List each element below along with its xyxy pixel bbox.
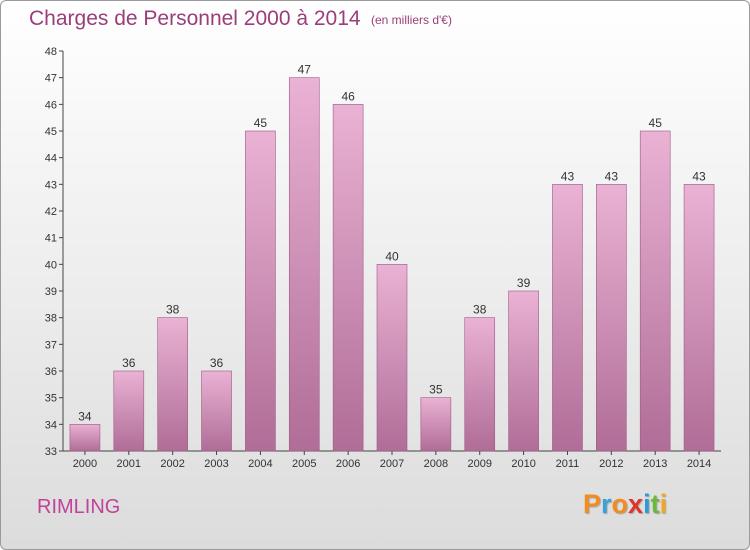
- x-tick-label: 2011: [556, 458, 580, 470]
- x-tick-label: 2013: [643, 458, 667, 470]
- commune-name: RIMLING: [37, 496, 121, 518]
- y-tick-label: 42: [45, 206, 57, 218]
- bar-value-label: 34: [78, 409, 92, 423]
- x-tick-label: 2014: [687, 458, 711, 470]
- y-tick-label: 44: [45, 153, 57, 165]
- bar-value-label: 35: [429, 383, 443, 397]
- y-tick-label: 46: [45, 99, 57, 111]
- bar: [157, 317, 188, 452]
- x-tick-label: 2006: [336, 458, 360, 470]
- y-tick-label: 36: [45, 366, 57, 378]
- logo-letter: i: [643, 489, 651, 519]
- logo-letter: x: [628, 489, 644, 519]
- bar-value-label: 43: [561, 169, 575, 183]
- bar: [201, 370, 232, 452]
- bar: [288, 77, 320, 452]
- x-tick-label: 2009: [467, 458, 491, 470]
- y-tick-label: 33: [45, 446, 57, 458]
- x-tick-label: 2002: [160, 458, 184, 470]
- logo-letter: t: [650, 489, 660, 519]
- proxiti-logo: Proxiti: [583, 489, 667, 520]
- x-tick-label: 2007: [380, 458, 404, 470]
- logo-letter: P: [583, 489, 602, 519]
- bar: [508, 290, 539, 452]
- bar: [420, 397, 452, 452]
- x-tick-label: 2000: [73, 458, 97, 470]
- y-tick-label: 37: [45, 339, 57, 351]
- bar: [596, 184, 627, 452]
- logo-letter: o: [611, 489, 629, 519]
- bar: [69, 424, 101, 452]
- x-tick-label: 2008: [424, 458, 448, 470]
- y-tick-label: 47: [45, 73, 57, 85]
- bar-value-label: 39: [517, 276, 531, 290]
- bar-value-label: 40: [385, 249, 399, 263]
- bar-value-label: 38: [473, 303, 487, 317]
- bar-value-label: 43: [692, 169, 706, 183]
- bar: [464, 317, 496, 452]
- y-tick-label: 41: [45, 233, 57, 245]
- bar-value-label: 46: [341, 89, 355, 103]
- bar-value-label: 36: [122, 356, 136, 370]
- bar: [639, 130, 671, 452]
- bar: [245, 130, 276, 452]
- y-tick-label: 38: [45, 313, 57, 325]
- bar-value-label: 38: [166, 303, 180, 317]
- chart-title: Charges de Personnel 2000 à 2014: [29, 7, 361, 30]
- x-tick-label: 2004: [248, 458, 272, 470]
- chart-subtitle: (en milliers d'€): [371, 13, 452, 27]
- bar-value-label: 45: [254, 116, 268, 130]
- bar: [683, 184, 715, 452]
- bar-value-label: 43: [605, 169, 619, 183]
- bar: [332, 104, 364, 452]
- logo-letter: i: [659, 489, 668, 519]
- y-tick-label: 43: [45, 179, 57, 191]
- y-tick-label: 34: [45, 419, 57, 431]
- y-tick-label: 35: [45, 393, 57, 405]
- bar: [552, 184, 583, 452]
- x-tick-label: 2010: [511, 458, 535, 470]
- y-tick-label: 45: [45, 126, 57, 138]
- x-tick-label: 2003: [204, 458, 228, 470]
- x-tick-label: 2012: [599, 458, 623, 470]
- logo-letter: r: [601, 489, 612, 519]
- bar-value-label: 45: [649, 116, 663, 130]
- x-tick-label: 2001: [117, 458, 141, 470]
- bar: [376, 264, 408, 452]
- y-tick-label: 39: [45, 286, 57, 298]
- x-tick-label: 2005: [292, 458, 316, 470]
- y-tick-label: 40: [45, 259, 57, 271]
- bar-value-label: 47: [298, 63, 312, 77]
- bar: [113, 370, 145, 452]
- y-tick-label: 48: [45, 46, 57, 58]
- bar-value-label: 36: [210, 356, 224, 370]
